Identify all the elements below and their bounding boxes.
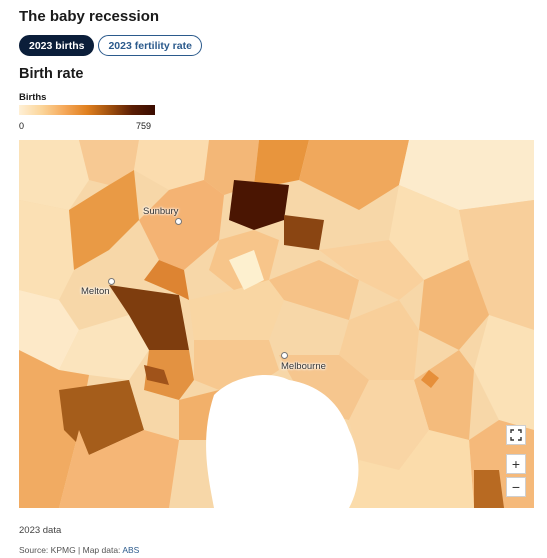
region — [134, 140, 209, 190]
melton-label: Melton — [81, 286, 110, 297]
zoom-out-button[interactable]: − — [506, 477, 526, 497]
fullscreen-button[interactable] — [506, 425, 526, 445]
region — [144, 350, 194, 400]
region — [69, 170, 139, 270]
source-line: Source: KPMG | Map data: ABS — [19, 545, 139, 555]
legend-color-bar — [19, 105, 155, 115]
region — [139, 180, 224, 270]
tab-2023-births[interactable]: 2023 births — [19, 35, 95, 56]
page-title: The baby recession — [19, 8, 160, 25]
region — [421, 370, 439, 388]
region — [299, 140, 409, 210]
tab-2023-fertility-rate[interactable]: 2023 fertility rate — [98, 35, 202, 56]
sunbury-label: Sunbury — [143, 206, 179, 217]
region — [229, 180, 289, 230]
fullscreen-icon — [510, 429, 522, 441]
region — [109, 285, 189, 350]
region — [79, 140, 139, 185]
region — [399, 140, 534, 210]
region — [474, 470, 504, 508]
melbourne-dot — [281, 352, 288, 359]
region — [19, 290, 79, 370]
map-subtitle: Birth rate — [19, 66, 84, 82]
region — [284, 215, 324, 250]
data-year-note: 2023 data — [19, 525, 62, 536]
region — [319, 240, 424, 300]
region — [339, 300, 419, 380]
region — [144, 260, 189, 300]
tab-bar: 2023 births 2023 fertility rate — [19, 35, 202, 56]
region — [419, 260, 489, 350]
legend-max-label: 759 — [136, 121, 152, 131]
abs-link[interactable]: ABS — [122, 545, 140, 555]
region — [254, 140, 309, 185]
region — [474, 315, 534, 430]
legend-min-label: 0 — [19, 121, 25, 131]
sunbury-dot — [175, 218, 182, 225]
legend-title: Births — [19, 92, 47, 103]
region — [349, 430, 474, 508]
region — [189, 280, 284, 350]
region — [389, 185, 469, 280]
zoom-in-button[interactable]: + — [506, 454, 526, 474]
map-svg — [19, 140, 534, 508]
source-text: Source: KPMG | Map data: — [19, 545, 123, 555]
region — [459, 200, 534, 330]
port-phillip-bay — [206, 375, 359, 508]
region — [19, 140, 89, 210]
melton-dot — [108, 278, 115, 285]
region — [19, 200, 74, 300]
region — [349, 380, 429, 470]
choropleth-map[interactable]: Sunbury Melton Melbourne + − — [19, 140, 534, 508]
region — [144, 365, 169, 385]
region — [59, 430, 179, 508]
region — [229, 250, 264, 290]
region — [59, 315, 149, 380]
melbourne-label: Melbourne — [281, 361, 326, 372]
region — [269, 260, 359, 320]
region — [279, 355, 369, 420]
